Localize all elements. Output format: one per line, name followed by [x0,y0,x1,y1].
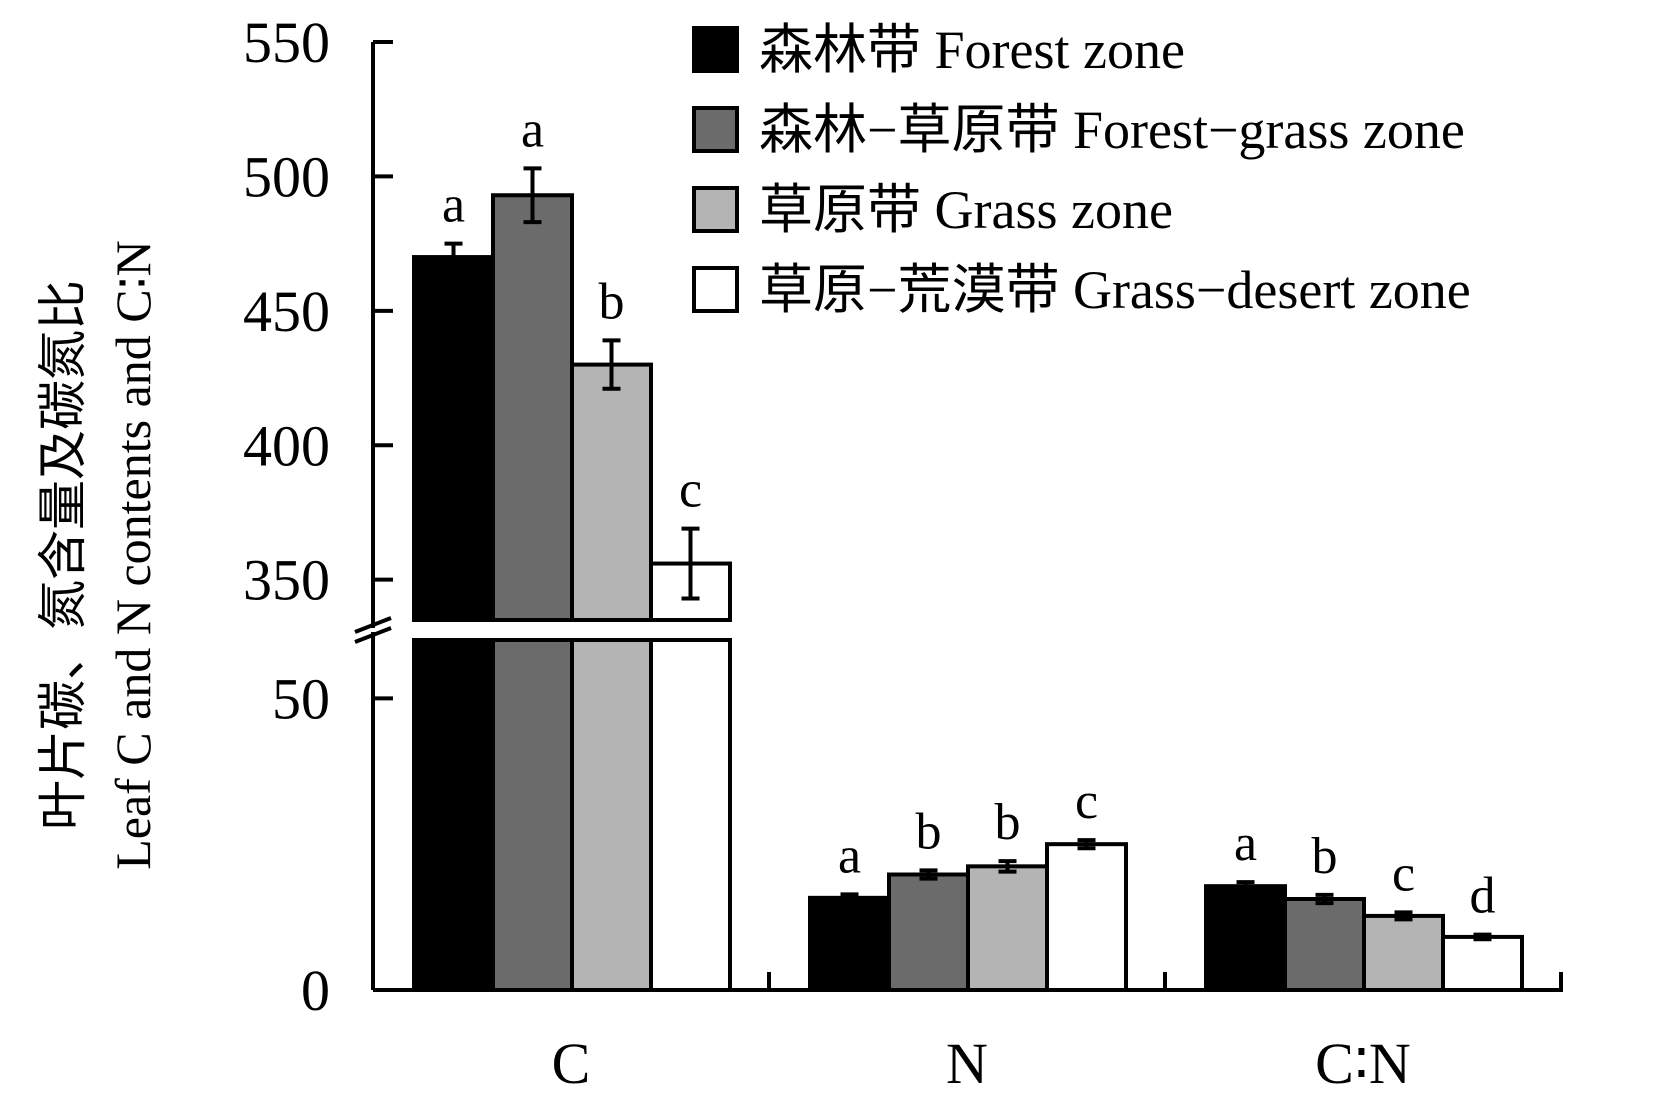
significance-label: a [838,827,861,884]
legend-label: 森林−草原带 Forest−grass zone [759,100,1465,160]
significance-label: a [442,177,465,234]
bar [887,872,970,992]
bar [966,864,1049,992]
y-tick-label: 50 [272,666,330,731]
bar-lower [412,638,495,992]
significance-label: c [679,462,702,519]
y-tick-label: 550 [243,10,330,75]
significance-label: c [1392,845,1415,902]
y-axis-title-zh: 叶片碳、氮含量及碳氮比 [35,280,91,830]
bar [1045,842,1128,993]
bar [1204,884,1287,993]
legend-label: 草原−荒漠带 Grass−desert zone [759,260,1471,320]
y-tick-label: 350 [243,548,330,613]
y-tick-label: 400 [243,413,330,478]
y-axis-title: 叶片碳、氮含量及碳氮比 Leaf C and N contents and C∶… [35,240,161,870]
legend-label: 草原带 Grass zone [759,180,1173,240]
bar [808,895,891,992]
bar-lower [570,638,653,992]
significance-label: b [995,794,1021,851]
significance-label: b [1312,828,1338,885]
legend-swatch [692,26,739,73]
axis-break-mark [354,626,392,644]
significance-label: a [1234,815,1257,872]
legend-swatch [692,266,739,313]
axis-break-mark [354,616,392,634]
legend-swatch [692,106,739,153]
significance-label: d [1470,868,1496,925]
axes-layer [354,40,1563,992]
bar-upper [570,362,653,622]
y-tick-label: 0 [301,958,330,1023]
legend: 森林带 Forest zone 森林−草原带 Forest−grass zone 草… [692,20,1471,320]
y-axis-title-en: Leaf C and N contents and C∶N [105,240,161,870]
legend-label: 森林带 Forest zone [759,20,1185,80]
bar-upper [491,193,574,622]
bar [1441,934,1524,993]
significance-label: b [916,803,942,860]
y-tick-label: 500 [243,144,330,209]
legend-swatch [692,186,739,233]
significance-label: b [599,273,625,330]
x-category-label: C [552,1031,591,1096]
y-tick-label: 450 [243,279,330,344]
bar [1283,897,1366,992]
bar-lower [649,638,732,992]
x-category-label: N [946,1031,988,1096]
bar-upper [412,255,495,622]
significance-label: c [1075,773,1098,830]
x-category-label: C∶N [1315,1031,1411,1096]
bars-layer [412,166,1524,993]
significance-label: a [521,101,544,158]
bar-lower [491,638,574,992]
bar [1362,913,1445,993]
